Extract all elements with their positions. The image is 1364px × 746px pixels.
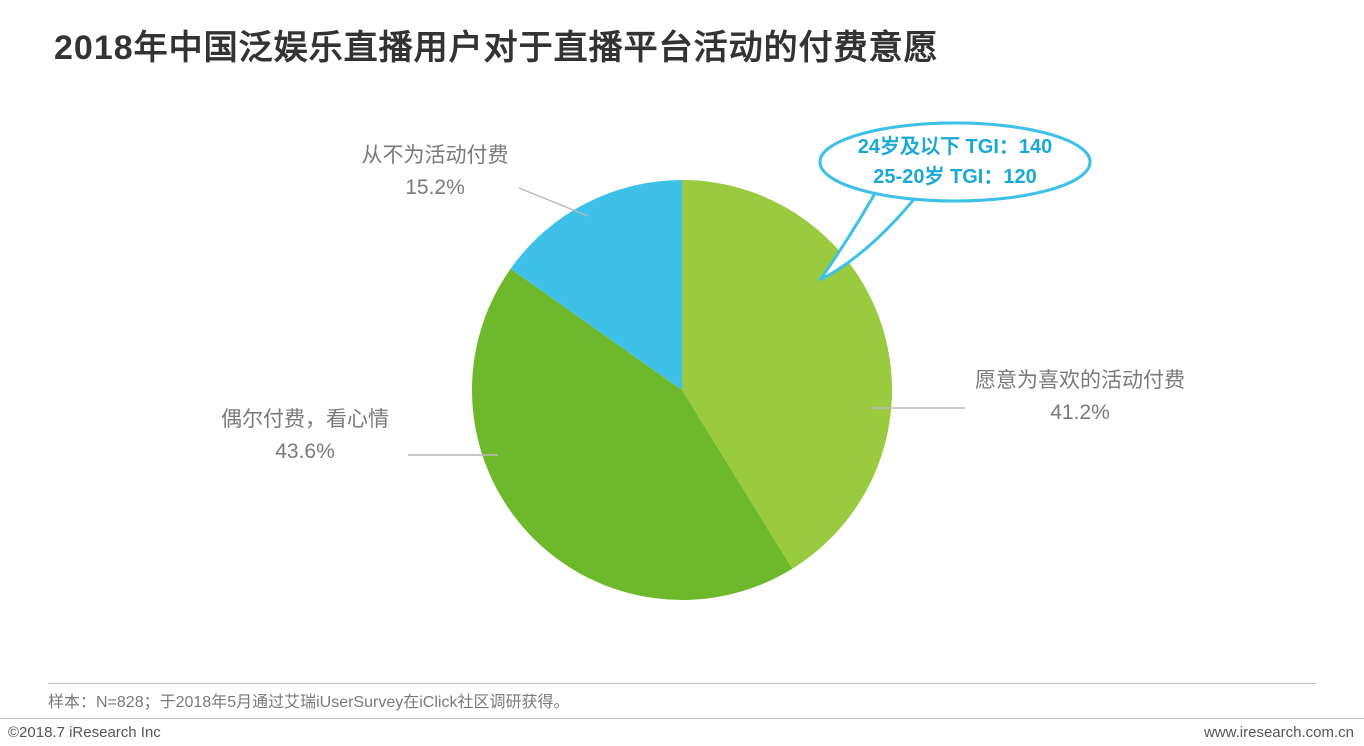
slice-label: 愿意为喜欢的活动付费41.2% xyxy=(975,365,1185,428)
copyright-left: ©2018.7 iResearch Inc xyxy=(8,724,161,741)
footnote-divider xyxy=(48,683,1316,684)
slice-label: 从不为活动付费15.2% xyxy=(362,140,509,203)
footnote-text: 样本：N=828；于2018年5月通过艾瑞iUserSurvey在iClick社… xyxy=(48,688,569,712)
slice-label: 偶尔付费，看心情43.6% xyxy=(221,404,389,467)
copyright-bar: ©2018.7 iResearch Inc www.iresearch.com.… xyxy=(0,718,1364,746)
callout-text: 24岁及以下 TGI：14025-20岁 TGI：120 xyxy=(858,132,1053,192)
chart-area: 愿意为喜欢的活动付费41.2% 偶尔付费，看心情43.6% 从不为活动付费15.2%… xyxy=(0,80,1364,676)
copyright-right: www.iresearch.com.cn xyxy=(1204,724,1354,741)
